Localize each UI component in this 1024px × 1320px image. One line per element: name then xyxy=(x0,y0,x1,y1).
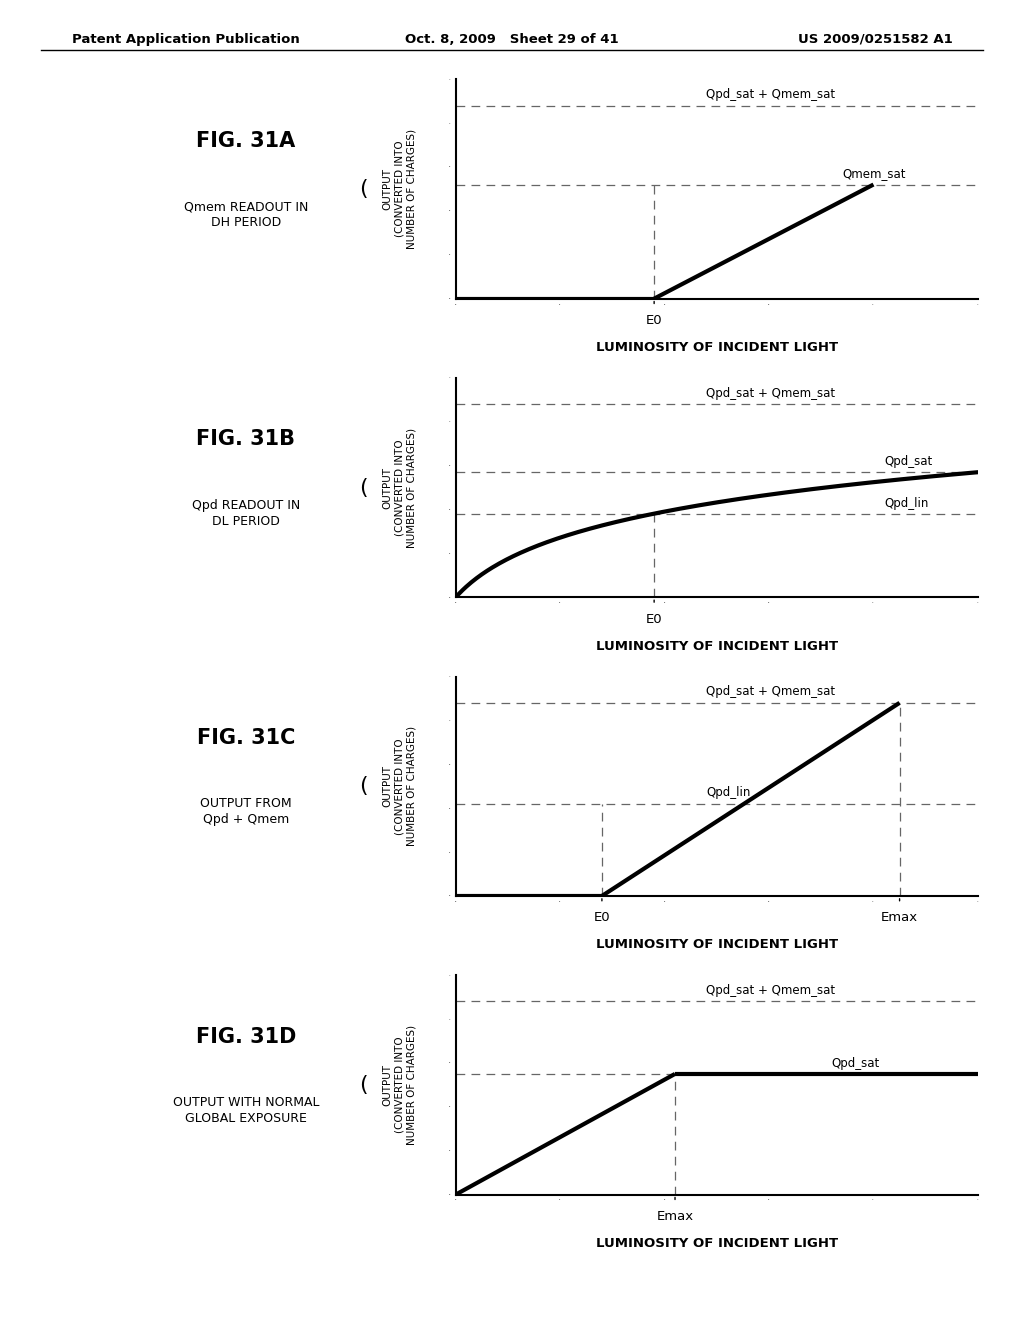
Text: OUTPUT
(CONVERTED INTO
NUMBER OF CHARGES): OUTPUT (CONVERTED INTO NUMBER OF CHARGES… xyxy=(382,726,417,846)
Text: Qpd_sat + Qmem_sat: Qpd_sat + Qmem_sat xyxy=(707,685,836,698)
Text: Patent Application Publication: Patent Application Publication xyxy=(72,33,299,46)
Text: Qpd_sat + Qmem_sat: Qpd_sat + Qmem_sat xyxy=(707,88,836,102)
Text: (: ( xyxy=(359,1074,368,1094)
Text: OUTPUT FROM
Qpd + Qmem: OUTPUT FROM Qpd + Qmem xyxy=(200,797,292,826)
Text: OUTPUT
(CONVERTED INTO
NUMBER OF CHARGES): OUTPUT (CONVERTED INTO NUMBER OF CHARGES… xyxy=(382,428,417,548)
Text: Qpd_sat + Qmem_sat: Qpd_sat + Qmem_sat xyxy=(707,387,836,400)
Text: Qpd_sat + Qmem_sat: Qpd_sat + Qmem_sat xyxy=(707,985,836,997)
Text: (: ( xyxy=(359,478,368,498)
Text: (: ( xyxy=(359,180,368,199)
Text: E0: E0 xyxy=(594,911,610,924)
Text: Oct. 8, 2009   Sheet 29 of 41: Oct. 8, 2009 Sheet 29 of 41 xyxy=(406,33,618,46)
Text: E0: E0 xyxy=(646,612,663,626)
Text: (: ( xyxy=(359,776,368,796)
Text: Qpd READOUT IN
DL PERIOD: Qpd READOUT IN DL PERIOD xyxy=(191,499,300,528)
Text: LUMINOSITY OF INCIDENT LIGHT: LUMINOSITY OF INCIDENT LIGHT xyxy=(596,639,838,652)
Text: FIG. 31A: FIG. 31A xyxy=(197,131,295,150)
Text: Qpd_sat: Qpd_sat xyxy=(831,1056,880,1069)
Text: OUTPUT WITH NORMAL
GLOBAL EXPOSURE: OUTPUT WITH NORMAL GLOBAL EXPOSURE xyxy=(172,1096,319,1125)
Text: Qpd_lin: Qpd_lin xyxy=(884,496,929,510)
Text: Emax: Emax xyxy=(881,911,919,924)
Text: Qpd_sat: Qpd_sat xyxy=(884,455,932,467)
Text: LUMINOSITY OF INCIDENT LIGHT: LUMINOSITY OF INCIDENT LIGHT xyxy=(596,939,838,952)
Text: US 2009/0251582 A1: US 2009/0251582 A1 xyxy=(798,33,952,46)
Text: Qmem READOUT IN
DH PERIOD: Qmem READOUT IN DH PERIOD xyxy=(183,201,308,230)
Text: FIG. 31B: FIG. 31B xyxy=(197,429,295,449)
Text: OUTPUT
(CONVERTED INTO
NUMBER OF CHARGES): OUTPUT (CONVERTED INTO NUMBER OF CHARGES… xyxy=(382,1024,417,1144)
Text: OUTPUT
(CONVERTED INTO
NUMBER OF CHARGES): OUTPUT (CONVERTED INTO NUMBER OF CHARGES… xyxy=(382,129,417,249)
Text: E0: E0 xyxy=(646,314,663,327)
Text: FIG. 31D: FIG. 31D xyxy=(196,1027,296,1047)
Text: Qpd_lin: Qpd_lin xyxy=(707,787,751,800)
Text: LUMINOSITY OF INCIDENT LIGHT: LUMINOSITY OF INCIDENT LIGHT xyxy=(596,341,838,354)
Text: Emax: Emax xyxy=(656,1210,693,1222)
Text: FIG. 31C: FIG. 31C xyxy=(197,727,295,748)
Text: LUMINOSITY OF INCIDENT LIGHT: LUMINOSITY OF INCIDENT LIGHT xyxy=(596,1237,838,1250)
Text: Qmem_sat: Qmem_sat xyxy=(842,168,905,180)
